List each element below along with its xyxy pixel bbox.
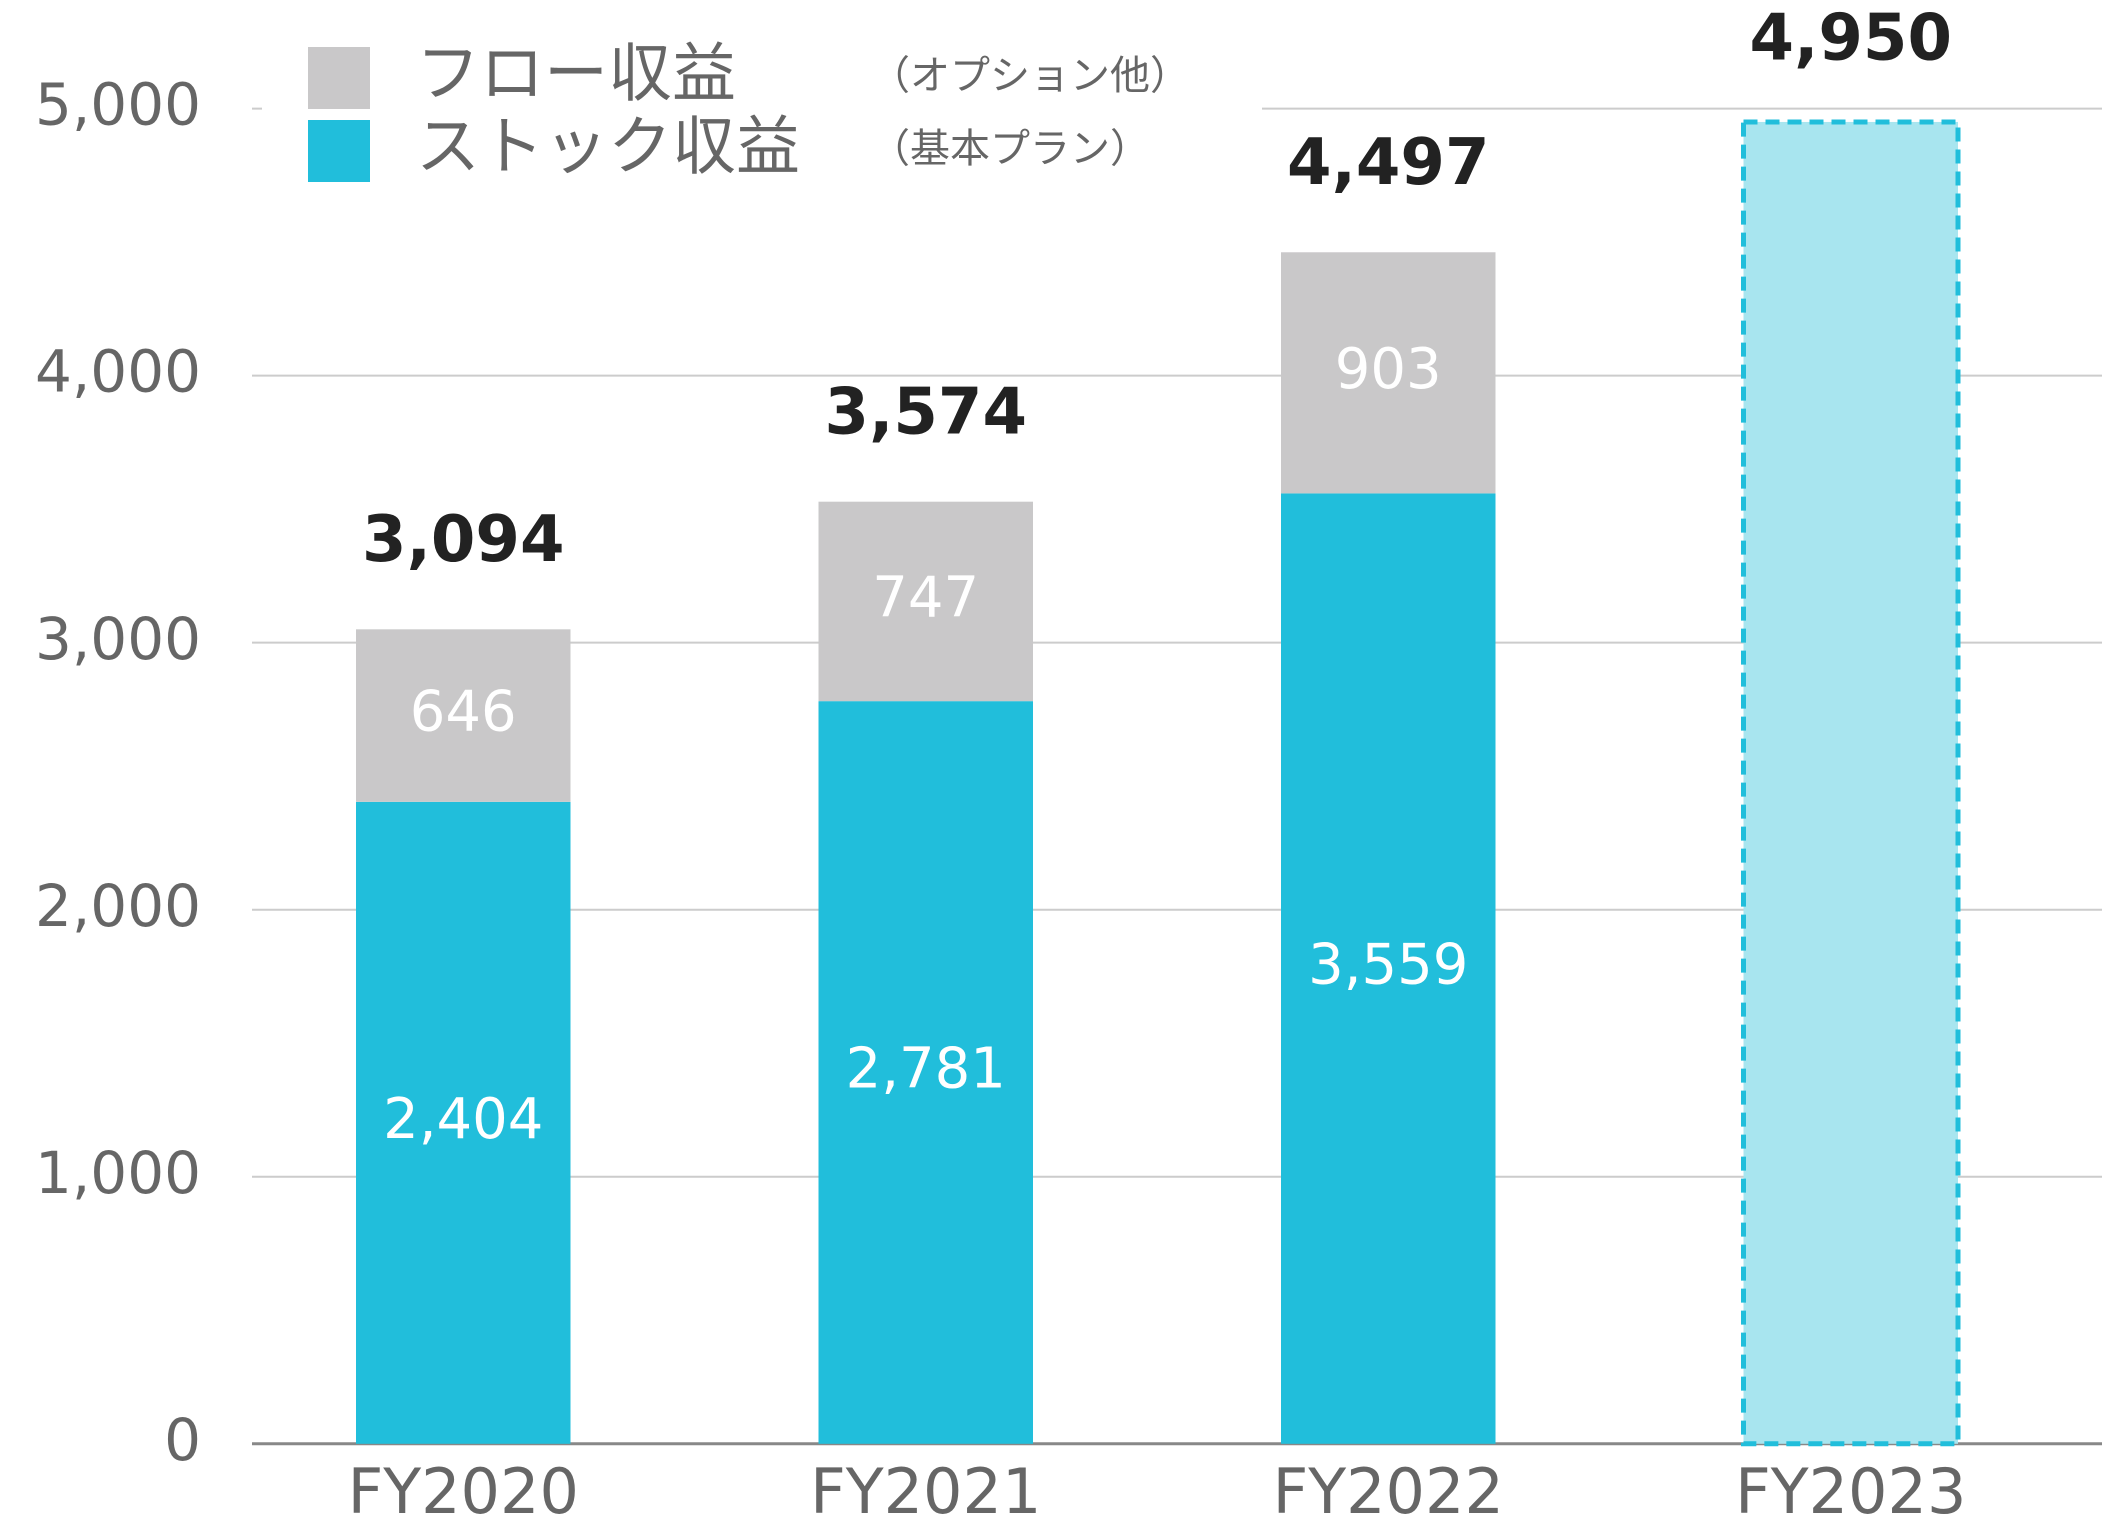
segment-label: 747 xyxy=(872,566,979,631)
legend-background xyxy=(262,30,1262,190)
x-tick-label: FY2023 xyxy=(1735,1455,1966,1528)
total-label: 4,950 xyxy=(1750,2,1952,76)
legend-label: フロー収益 xyxy=(416,38,736,112)
legend-sublabel: （オプション他） xyxy=(870,53,1190,99)
segment-label: 2,781 xyxy=(846,1037,1006,1102)
x-tick-label: FY2022 xyxy=(1273,1455,1504,1528)
legend-swatch xyxy=(308,47,370,109)
y-tick-label: 1,000 xyxy=(35,1139,201,1207)
total-label: 4,497 xyxy=(1287,126,1489,200)
segment-label: 646 xyxy=(410,680,517,745)
segment-label: 2,404 xyxy=(383,1087,543,1152)
bar-segment xyxy=(356,629,571,802)
bar-segment xyxy=(1281,493,1496,1444)
total-label: 3,574 xyxy=(825,375,1027,449)
x-tick-label: FY2020 xyxy=(348,1455,579,1528)
legend-swatch xyxy=(308,120,370,182)
y-tick-label: 0 xyxy=(164,1406,201,1474)
x-tick-label: FY2021 xyxy=(810,1455,1041,1528)
bar-segment xyxy=(356,801,571,1444)
segment-label: 903 xyxy=(1335,337,1442,402)
y-tick-label: 4,000 xyxy=(35,338,201,406)
y-tick-label: 5,000 xyxy=(35,71,201,139)
legend-label: ストック収益 xyxy=(416,111,800,185)
forecast-bar xyxy=(1741,119,1961,1447)
legend-sublabel: （基本プラン） xyxy=(870,126,1150,172)
bar-segment xyxy=(818,701,1033,1444)
bar-segment xyxy=(1281,252,1496,494)
segment-label: 3,559 xyxy=(1308,933,1468,998)
total-label: 3,094 xyxy=(362,503,564,577)
bar-segment xyxy=(818,501,1033,702)
y-tick-label: 2,000 xyxy=(35,872,201,940)
y-tick-label: 3,000 xyxy=(35,605,201,673)
